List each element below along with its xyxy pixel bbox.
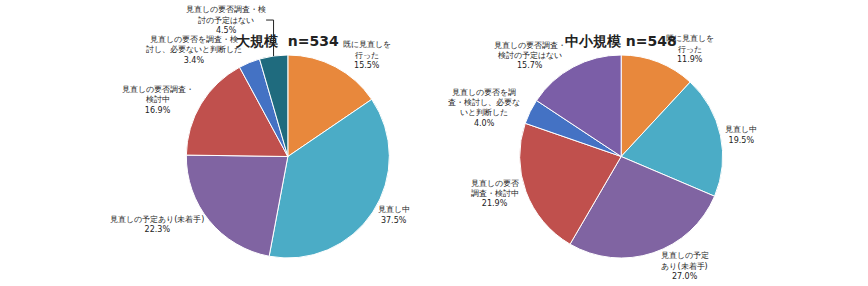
svg-text:見直しの予定あり(未着手)27.0%: 見直しの予定あり(未着手)27.0% (661, 251, 709, 281)
svg-text:既に見直しを行った15.5%: 既に見直しを行った15.5% (343, 40, 391, 70)
svg-text:見直しの要否調査・検討中21.9%: 見直しの要否調査・検討中21.9% (471, 179, 519, 209)
svg-text:見直し中37.5%: 見直し中37.5% (378, 205, 410, 224)
svg-text:見直しの要否調査・検討の予定はない4.5%: 見直しの要否調査・検討の予定はない4.5% (186, 5, 266, 35)
svg-text:見直しの要否調査・検討中16.9%: 見直しの要否調査・検討中16.9% (122, 85, 194, 115)
svg-text:中小規模 n=548: 中小規模 n=548 (565, 33, 677, 49)
svg-text:見直しの要否を調査・検討し、必要ないと判断した3.4%: 見直しの要否を調査・検討し、必要ないと判断した3.4% (146, 35, 242, 65)
svg-text:見直しの要否調査・検討の予定はない15.7%: 見直しの要否調査・検討の予定はない15.7% (494, 41, 566, 71)
svg-text:見直しの予定あり(未着手)22.3%: 見直しの予定あり(未着手)22.3% (110, 215, 204, 234)
svg-text:見直しの要否を調査・検討し、必要ないと判断した4.0%: 見直しの要否を調査・検討し、必要ないと判断した4.0% (448, 88, 520, 128)
svg-text:大規模 n=534: 大規模 n=534 (236, 33, 339, 49)
svg-text:見直し中19.5%: 見直し中19.5% (725, 125, 757, 144)
svg-text:既に見直しを行った11.9%: 既に見直しを行った11.9% (666, 34, 714, 64)
